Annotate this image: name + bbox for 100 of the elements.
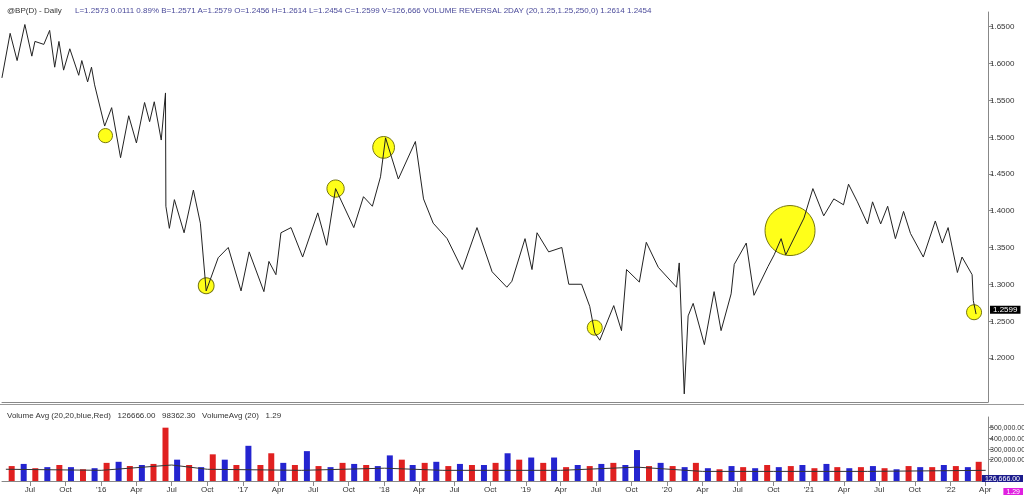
- x-tick-label: '20: [661, 484, 673, 494]
- bar: [409, 465, 416, 481]
- x-tick-label: Oct: [908, 484, 922, 494]
- bar: [516, 459, 523, 481]
- bar: [386, 455, 393, 481]
- bar: [598, 463, 605, 481]
- x-tick-label: Jul: [732, 484, 744, 494]
- x-tick-label: '21: [803, 484, 815, 494]
- bar: [44, 467, 51, 481]
- bar: [56, 465, 63, 481]
- x-tick-label: Oct: [342, 484, 356, 494]
- x-tick-label: '18: [379, 484, 391, 494]
- x-tick-label: Oct: [483, 484, 498, 494]
- text: 1.2599: [993, 305, 1019, 315]
- bar: [811, 468, 818, 481]
- chart-title: @BP(D) - Daily: [7, 5, 62, 15]
- bar: [716, 469, 723, 481]
- bar: [799, 465, 806, 481]
- bar: [480, 465, 487, 481]
- bar: [975, 461, 982, 481]
- x-tick-label: Oct: [59, 484, 73, 494]
- bar: [669, 466, 676, 481]
- bar: [150, 463, 157, 481]
- bar: [398, 459, 405, 481]
- bar: [574, 465, 581, 481]
- bar: [198, 467, 205, 481]
- x-tick-label: Apr: [696, 484, 710, 494]
- x-tick-label: Jul: [449, 484, 460, 494]
- bar: [681, 467, 688, 481]
- bar: [303, 451, 310, 481]
- bar: [138, 465, 145, 481]
- x-tick-label: Oct: [201, 484, 215, 494]
- bar: [740, 467, 747, 481]
- x-tick-label: Apr: [413, 484, 426, 494]
- x-tick-label: '16: [95, 484, 107, 494]
- bar: [174, 459, 181, 481]
- bar: [881, 468, 888, 481]
- bar: [834, 467, 841, 481]
- bar: [339, 462, 346, 481]
- x-tick-label: '17: [237, 484, 249, 494]
- bar: [374, 466, 381, 481]
- bar: [610, 462, 617, 481]
- x-tick-label: '19: [520, 484, 532, 494]
- bar: [162, 427, 169, 481]
- bar: [233, 465, 240, 481]
- x-tick-label: Oct: [767, 484, 781, 494]
- bar: [633, 450, 640, 481]
- bar: [20, 463, 27, 481]
- x-tick-label: Jul: [24, 484, 36, 494]
- bar: [363, 465, 370, 481]
- bar: [421, 462, 428, 481]
- bar: [327, 467, 334, 481]
- bar: [964, 467, 971, 481]
- bar: [857, 467, 864, 481]
- chart-subtitle: L=1.2573 0.0111 0.89% B=1.2571 A=1.2579 O=1.2456 H=1.2614 L=1.2454 C=1.2599 V=126,666 VOLUME REVERSAL 2DAY (20,1.25,1.25,250,0) 1.2614 1.2454: [75, 5, 652, 15]
- bar: [929, 467, 936, 481]
- bar: [456, 463, 463, 481]
- bar: [268, 453, 275, 481]
- bar: [775, 467, 782, 481]
- bar: [8, 466, 15, 481]
- bar: [764, 465, 771, 481]
- bar: [221, 459, 228, 481]
- x-tick-label: Apr: [271, 484, 285, 494]
- y-tick-label: 1.4000: [990, 206, 1016, 216]
- bar: [32, 468, 39, 481]
- y-tick-label: 1.3000: [990, 279, 1016, 289]
- bar: [186, 465, 193, 481]
- bar: [752, 468, 759, 481]
- bar: [504, 453, 511, 481]
- y-tick-label: 1.2500: [990, 316, 1016, 326]
- y-tick-label: 1.6500: [990, 22, 1016, 32]
- x-tick-label: Jul: [874, 484, 885, 494]
- x-tick-label: Oct: [625, 484, 639, 494]
- chart-title: Volume Avg (20,20,blue,Red) 126666.00 98362.30 VolumeAvg (20) 1.29: [7, 410, 282, 420]
- x-tick-label: Apr: [979, 484, 992, 494]
- bar: [291, 465, 298, 481]
- y-tick-label: 1.2000: [990, 353, 1016, 363]
- y-tick-label: 1.3500: [990, 242, 1016, 252]
- x-tick-label: '22: [945, 484, 957, 494]
- x-tick-label: Apr: [837, 484, 851, 494]
- x-tick-label: Jul: [307, 484, 319, 494]
- bar: [468, 465, 475, 481]
- bar: [704, 468, 711, 481]
- y-tick-label: 1.5500: [990, 95, 1016, 105]
- bar: [846, 468, 853, 481]
- bar: [940, 465, 947, 481]
- bar: [622, 465, 629, 481]
- bar: [952, 466, 959, 481]
- x-tick-label: Apr: [554, 484, 568, 494]
- bar: [728, 466, 735, 481]
- bar: [257, 465, 264, 481]
- bar: [209, 454, 216, 481]
- bar: [445, 466, 452, 481]
- x-tick-label: Apr: [130, 484, 143, 494]
- bar: [91, 468, 98, 481]
- bar: [787, 466, 794, 481]
- y-tick-label: 1.5000: [990, 132, 1016, 142]
- line-series: [5, 464, 986, 472]
- bar: [869, 466, 876, 481]
- bar: [528, 457, 535, 481]
